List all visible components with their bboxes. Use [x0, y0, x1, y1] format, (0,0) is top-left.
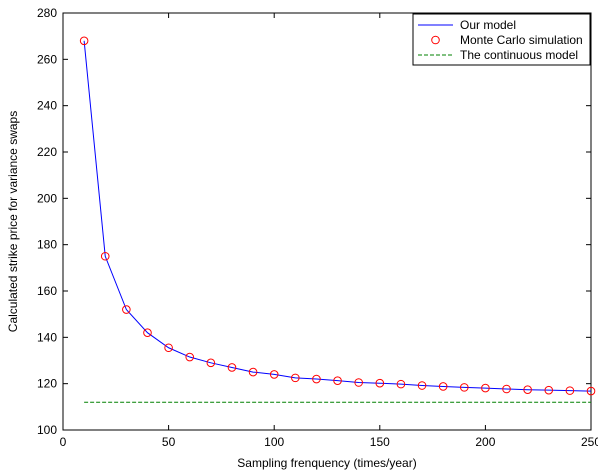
legend-swatch-marker	[431, 35, 440, 45]
tick-layer: 0 50 100 150 200 250 100 120 140 160 180 200 220 240 2…	[37, 6, 598, 449]
data-point-monte-carlo	[459, 383, 469, 392]
legend-label: Our model	[460, 18, 516, 32]
data-point-monte-carlo	[248, 367, 258, 377]
data-point-monte-carlo	[565, 386, 575, 395]
data-point-monte-carlo	[122, 305, 131, 314]
x-axis-label: Sampling frenquency (times/year)	[237, 456, 416, 470]
y-tick-label: 260	[37, 52, 57, 66]
data-point-monte-carlo	[502, 384, 511, 394]
y-tick-label: 100	[37, 423, 57, 437]
y-tick-label: 120	[37, 377, 57, 391]
y-tick-label: 240	[37, 99, 57, 113]
x-tick-label: 50	[162, 435, 176, 449]
data-point-monte-carlo	[544, 385, 554, 395]
x-tick-label: 100	[264, 435, 284, 449]
y-tick-label: 140	[37, 330, 57, 344]
data-point-monte-carlo	[375, 378, 385, 388]
x-tick-label: 200	[475, 435, 495, 449]
plot-area	[62, 12, 592, 431]
data-point-monte-carlo	[227, 363, 237, 372]
data-point-monte-carlo	[586, 386, 596, 396]
data-point-monte-carlo	[312, 374, 321, 384]
x-tick-label: 0	[60, 435, 67, 449]
legend-box	[412, 13, 591, 66]
y-tick-label: 180	[37, 238, 57, 252]
data-point-monte-carlo	[143, 328, 152, 338]
data-point-monte-carlo	[481, 383, 490, 393]
x-tick-label: 150	[370, 435, 390, 449]
data-point-monte-carlo	[438, 382, 448, 391]
data-point-monte-carlo	[206, 358, 216, 368]
data-point-monte-carlo	[523, 385, 532, 394]
y-tick-label: 200	[37, 191, 57, 205]
data-point-monte-carlo	[354, 378, 363, 387]
data-point-monte-carlo	[185, 352, 195, 362]
series-layer	[79, 36, 596, 403]
y-axis-label: Calculated strike price for variance swa…	[6, 111, 20, 332]
data-point-monte-carlo	[79, 36, 89, 46]
y-tick-label: 220	[37, 145, 57, 159]
x-tick-label: 250	[581, 435, 598, 449]
data-point-monte-carlo	[100, 251, 110, 261]
data-point-monte-carlo	[396, 379, 406, 389]
legend-label: The continuous model	[460, 48, 578, 62]
data-point-monte-carlo	[269, 370, 279, 379]
series-line-our-model	[83, 40, 592, 392]
y-tick-label: 280	[37, 6, 57, 20]
y-tick-label: 160	[37, 284, 57, 298]
legend-label: Monte Carlo simulation	[460, 33, 583, 47]
data-point-monte-carlo	[164, 343, 173, 353]
data-point-monte-carlo	[417, 381, 427, 390]
data-point-monte-carlo	[291, 373, 300, 383]
data-point-monte-carlo	[333, 376, 342, 385]
